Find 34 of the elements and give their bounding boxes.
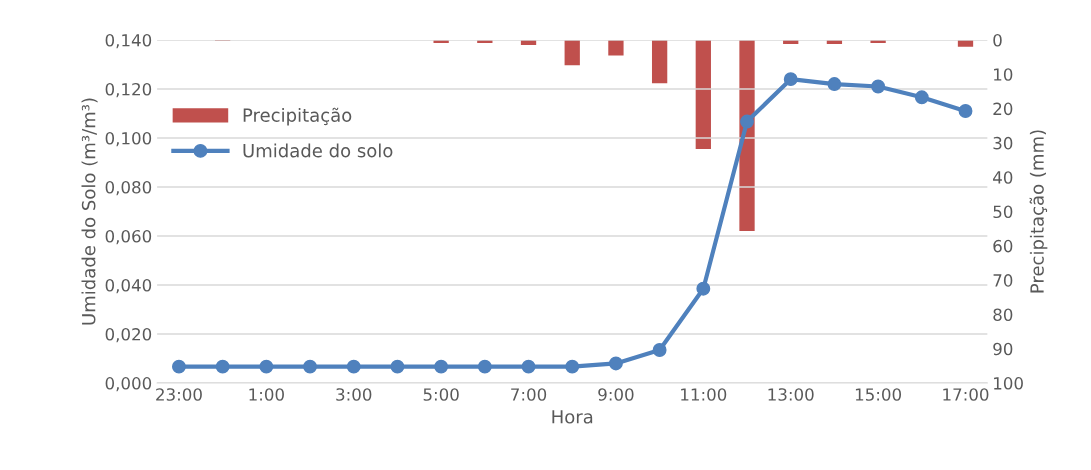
y-tick-label: 0,040: [105, 278, 152, 294]
x-tick-label: 13:00: [768, 388, 814, 401]
y-tick-label: 0,020: [105, 328, 152, 343]
y-tick-label: 0,080: [105, 180, 152, 196]
y2-tick-label: 40: [993, 171, 1013, 184]
x-tick-label: 5:00: [423, 388, 459, 401]
y2-tick-label: 10: [994, 68, 1013, 81]
y2-tick-label: 0: [993, 33, 1002, 47]
y2-axis-title: Precipitação (mm): [1029, 130, 1048, 293]
x-tick-label: 23:00: [156, 388, 202, 401]
y2-tick-label: 50: [993, 205, 1013, 219]
y2-tick-label: 100: [994, 377, 1023, 390]
x-tick-label: 3:00: [336, 388, 372, 401]
x-tick-label: 7:00: [511, 388, 547, 401]
y2-tick-label: 90: [993, 342, 1013, 356]
legend-label: Precipitação: [243, 107, 352, 126]
y2-tick-label: 20: [993, 102, 1013, 116]
x-tick-label: 17:00: [943, 388, 989, 401]
y-axis-title: Umidade do Solo (m³/m³): [81, 98, 98, 325]
y2-tick-label: 30: [993, 136, 1013, 150]
y2-tick-label: 60: [993, 239, 1013, 253]
y-tick-label: 0,120: [105, 82, 152, 98]
x-tick-label: 11:00: [681, 388, 727, 401]
y2-tick-label: 80: [993, 308, 1013, 321]
legend-label: Umidade do solo: [243, 143, 393, 158]
y-tick-label: 0,000: [105, 377, 152, 392]
x-axis-title: Hora: [552, 410, 593, 424]
y-tick-label: 0,100: [105, 131, 152, 147]
x-tick-label: 1:00: [249, 388, 284, 401]
y-tick-label: 0,140: [105, 33, 152, 49]
x-tick-label: 15:00: [855, 388, 902, 401]
x-tick-label: 9:00: [598, 388, 634, 401]
y2-tick-label: 70: [993, 274, 1013, 287]
y-tick-label: 0,060: [105, 229, 152, 245]
